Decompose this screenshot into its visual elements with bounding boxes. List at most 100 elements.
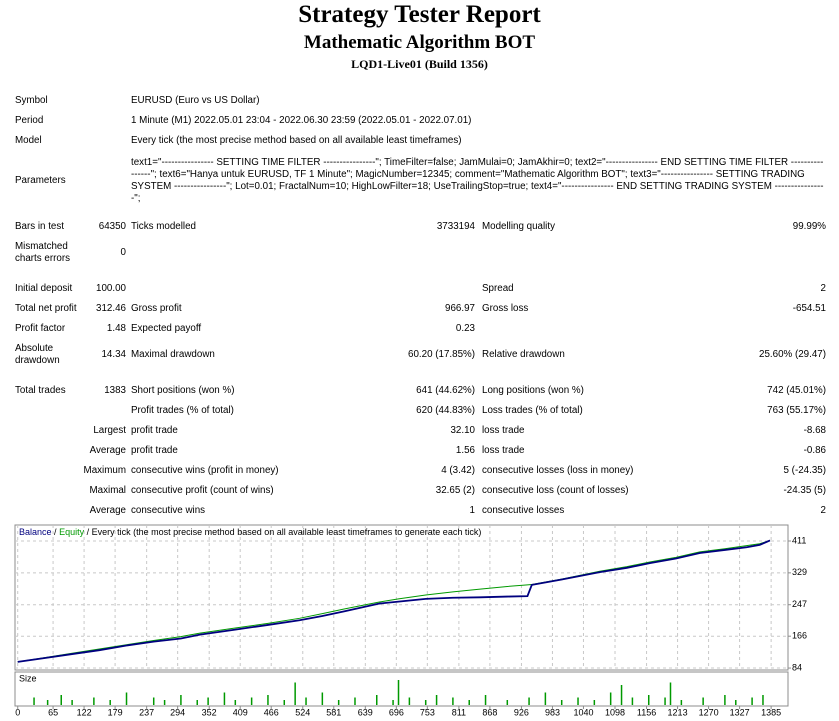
stat-label: consecutive losses (482, 505, 565, 516)
stat-value: 312.46 (96, 303, 126, 314)
x-tick-label: 868 (482, 707, 497, 717)
size-bar (234, 700, 237, 705)
size-bar (528, 697, 530, 705)
stat-value: 32.65 (2) (435, 485, 475, 496)
size-bar (762, 695, 764, 705)
x-tick-label: 983 (545, 707, 560, 717)
size-bar (664, 697, 666, 705)
stat-value: 1.48 (106, 323, 126, 334)
stat-value: 3733194 (436, 221, 475, 232)
x-tick-label: 811 (452, 707, 466, 717)
stat-value: 966.97 (445, 303, 475, 314)
report-subtitle: Mathematic Algorithm BOT (303, 32, 536, 53)
stat-value: 0 (120, 247, 126, 258)
size-bar (577, 697, 579, 705)
stat-value: 742 (45.01%) (767, 385, 826, 396)
stat-value: 0.23 (455, 323, 475, 334)
stat-label: Relative drawdown (482, 349, 565, 360)
stat-value: Largest (93, 425, 126, 436)
size-bar (321, 692, 324, 705)
size-bar (152, 697, 155, 705)
stat-value: 64350 (98, 221, 126, 232)
info-label: Period (15, 115, 44, 126)
size-bar (337, 700, 340, 705)
y-tick-label: 247 (792, 599, 807, 609)
stat-label: Spread (482, 283, 514, 294)
stat-label: Expected payoff (131, 323, 202, 334)
stat-label: Maximal drawdown (131, 349, 215, 360)
stat-label: Loss trades (% of total) (482, 405, 583, 416)
stat-label: Profit factor (15, 323, 66, 334)
size-bar (751, 697, 753, 705)
size-bar (669, 682, 672, 705)
stat-value: -654.51 (792, 303, 826, 314)
size-bar (560, 700, 563, 705)
legend: Balance / Equity / Every tick (the most … (19, 527, 481, 537)
legend-note: Every tick (the most precise method base… (92, 527, 482, 537)
stat-value: 641 (44.62%) (416, 385, 475, 396)
size-bar (609, 692, 612, 705)
size-bar (735, 700, 737, 705)
stat-value: Average (89, 445, 126, 456)
x-tick-label: 179 (108, 707, 123, 717)
x-tick-label: 696 (389, 707, 404, 717)
stat-label: Ticks modelled (131, 221, 196, 232)
stat-value: 763 (55.17%) (767, 405, 826, 416)
stat-value: -8.68 (803, 425, 826, 436)
size-bar (294, 682, 296, 705)
x-tick-label: 581 (326, 707, 341, 717)
size-bar (305, 697, 307, 705)
size-bar (267, 695, 269, 705)
size-bar (60, 695, 62, 705)
size-bar (506, 700, 509, 705)
x-tick-label: 1213 (668, 707, 688, 717)
stat-label: Mismatched charts errors (15, 241, 70, 264)
x-tick-label: 1156 (637, 707, 656, 717)
size-bar (207, 697, 209, 705)
stat-label: Total trades (15, 385, 66, 396)
info-value: EURUSD (Euro vs US Dollar) (131, 95, 260, 106)
x-tick-label: 1270 (699, 707, 719, 717)
stat-label: consecutive profit (count of wins) (131, 485, 274, 496)
report-build: LQD1-Live01 (Build 1356) (351, 57, 488, 71)
y-tick-label: 411 (792, 535, 806, 545)
info-value: 1 Minute (M1) 2022.05.01 23:04 - 2022.06… (131, 115, 472, 126)
report-title: Strategy Tester Report (298, 1, 541, 28)
stat-label: Modelling quality (482, 221, 555, 232)
size-frame (14, 671, 789, 707)
stat-label: loss trade (482, 445, 525, 456)
x-tick-label: 1040 (573, 707, 593, 717)
stat-value: -24.35 (5) (783, 485, 826, 496)
legend-separator: / (87, 527, 90, 537)
stat-label: loss trade (482, 425, 525, 436)
stat-value: 2 (820, 283, 826, 294)
y-tick-label: 166 (792, 631, 807, 641)
plot-frame (14, 524, 789, 671)
size-bar (484, 695, 487, 705)
size-bar (680, 700, 683, 705)
x-tick-label: 237 (139, 707, 154, 717)
x-tick-label: 65 (48, 707, 58, 717)
y-tick-label: 84 (792, 662, 802, 672)
size-bar (397, 680, 400, 705)
size-bar (435, 695, 438, 705)
stat-value: 99.99% (792, 221, 826, 232)
info-value: text1="---------------- SETTING TIME FIL… (131, 157, 824, 204)
size-bar (544, 692, 547, 705)
x-tick-label: 524 (295, 707, 310, 717)
x-tick-label: 122 (77, 707, 92, 717)
info-value: Every tick (the most precise method base… (131, 135, 462, 146)
x-tick-label: 409 (233, 707, 248, 717)
size-bar (724, 695, 726, 705)
info-label: Model (15, 135, 42, 146)
size-bar (250, 697, 253, 705)
size-bar (283, 700, 286, 705)
size-bar (620, 685, 623, 705)
size-bar (452, 697, 454, 705)
size-bar (71, 700, 73, 705)
x-tick-label: 294 (170, 707, 185, 717)
x-tick-label: 466 (264, 707, 279, 717)
size-bar (93, 697, 95, 705)
stat-value: 60.20 (17.85%) (408, 349, 475, 360)
stat-value: 2 (820, 505, 826, 516)
